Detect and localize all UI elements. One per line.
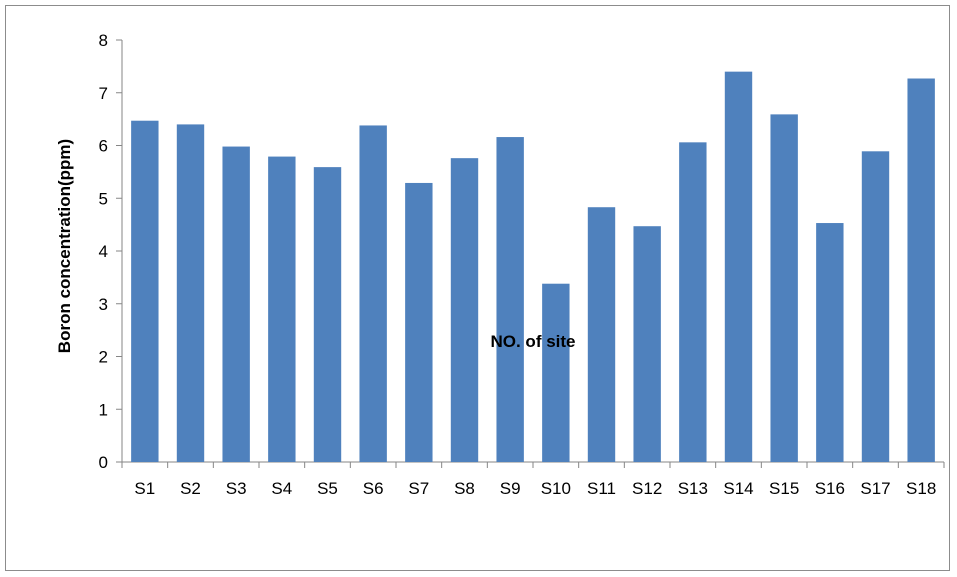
bar-s1 [131,120,159,463]
x-tick-label: S11 [587,479,616,498]
bar-chart: 0 1 2 3 4 5 6 7 8 S1 S2 S3 S4 S5 S6 S7 S8 S9 S10 S11 S12 S13… [55,31,945,498]
bar-s11 [587,207,616,462]
y-tick-label: 7 [99,84,108,103]
x-tick-label: S7 [408,479,429,498]
x-tick-label: S15 [769,479,799,498]
x-tick-label: S6 [363,479,384,498]
bar-s17 [861,151,890,463]
y-axis: 0 1 2 3 4 5 6 7 8 [99,31,123,472]
bar-s8 [450,158,479,462]
bar-s4 [268,156,296,462]
bar-s5 [313,167,342,462]
x-tick-label: S5 [317,479,338,498]
x-tick-label: S18 [906,479,936,498]
bars [131,71,935,463]
x-tick-label: S8 [454,479,475,498]
y-tick-label: 1 [99,400,108,419]
y-tick-label: 2 [99,348,108,367]
x-tick-label: S2 [180,479,201,498]
x-tick-label: S16 [815,479,845,498]
x-axis: S1 S2 S3 S4 S5 S6 S7 S8 S9 S10 S11 S12 S13 S14 S15 S16 S… [121,461,945,498]
x-tick-label: S9 [500,479,521,498]
x-tick-label: S3 [226,479,247,498]
bar-s2 [176,124,205,463]
x-tick-label: S10 [541,479,571,498]
bar-s18 [907,78,935,462]
bar-s16 [816,223,844,462]
x-tick-label: S12 [632,479,662,498]
y-tick-label: 8 [99,31,108,50]
y-tick-label: 0 [99,453,108,472]
bar-s9 [496,137,524,462]
x-axis-title: NO. of site [490,332,575,351]
bar-s12 [633,226,661,462]
bar-s3 [222,146,250,462]
x-tick-label: S17 [860,479,890,498]
x-tick-label: S14 [723,479,753,498]
bar-s13 [679,142,707,462]
x-tick-label: S4 [271,479,292,498]
x-tick-label: S13 [678,479,708,498]
x-tick-label: S1 [134,479,155,498]
bar-s10 [542,283,570,462]
y-axis-title: Boron concentration(ppm) [55,139,74,353]
bar-s6 [359,125,387,462]
y-tick-label: 6 [99,137,108,156]
y-tick-label: 5 [99,189,108,208]
bar-s15 [770,114,798,462]
bar-s14 [724,71,753,463]
y-tick-label: 4 [99,242,108,261]
y-tick-label: 3 [99,295,108,314]
chart-frame: 0 1 2 3 4 5 6 7 8 S1 S2 S3 S4 S5 S6 S7 S8 S9 S10 S11 S12 S13… [5,5,950,571]
bar-s7 [405,182,433,462]
